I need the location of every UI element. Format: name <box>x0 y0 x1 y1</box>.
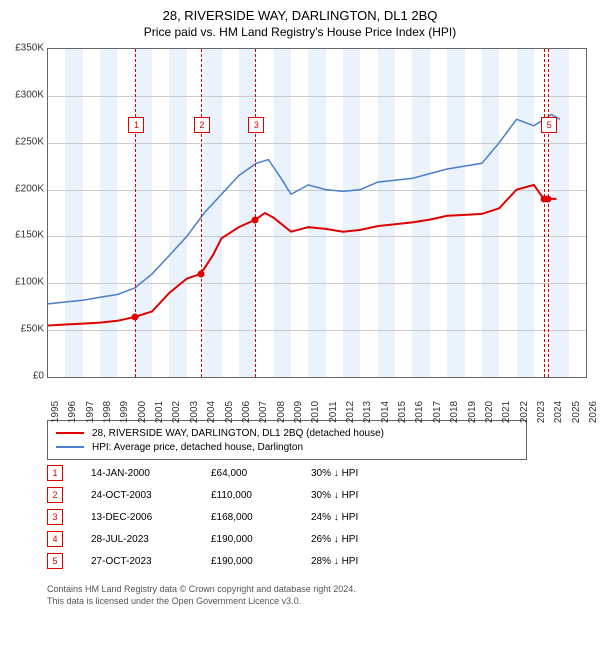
event-price: £168,000 <box>211 512 311 523</box>
x-tick-label: 1998 <box>102 401 113 423</box>
y-tick-label: £50K <box>21 324 44 335</box>
footer-attribution: Contains HM Land Registry data © Crown c… <box>47 583 356 607</box>
event-dot <box>197 270 204 277</box>
x-tick-label: 2002 <box>171 401 182 423</box>
legend-item: 28, RIVERSIDE WAY, DARLINGTON, DL1 2BQ (… <box>56 426 518 440</box>
event-marker-box: 3 <box>248 117 264 133</box>
x-tick-label: 2020 <box>484 401 495 423</box>
event-price: £190,000 <box>211 534 311 545</box>
chart-plot-area: 1 2 3 5 <box>47 48 587 378</box>
event-price: £110,000 <box>211 490 311 501</box>
y-tick-label: £300K <box>15 89 44 100</box>
chart-title: 28, RIVERSIDE WAY, DARLINGTON, DL1 2BQ <box>0 0 600 23</box>
x-tick-label: 1995 <box>50 401 61 423</box>
x-tick-label: 2019 <box>467 401 478 423</box>
event-hpi: 28% ↓ HPI <box>311 556 401 567</box>
x-tick-label: 2018 <box>449 401 460 423</box>
y-tick-label: £250K <box>15 136 44 147</box>
event-dot <box>252 216 259 223</box>
legend: 28, RIVERSIDE WAY, DARLINGTON, DL1 2BQ (… <box>47 420 527 460</box>
event-marker-box: 5 <box>541 117 557 133</box>
x-tick-label: 2006 <box>241 401 252 423</box>
x-tick-label: 2008 <box>276 401 287 423</box>
event-hpi: 26% ↓ HPI <box>311 534 401 545</box>
event-marker-box: 1 <box>128 117 144 133</box>
chart-subtitle: Price paid vs. HM Land Registry's House … <box>0 23 600 39</box>
x-tick-label: 2024 <box>553 401 564 423</box>
x-tick-label: 2007 <box>258 401 269 423</box>
x-tick-label: 2022 <box>519 401 530 423</box>
x-tick-label: 2009 <box>293 401 304 423</box>
event-number-box: 5 <box>47 553 63 569</box>
event-row: 1 14-JAN-2000£64,00030% ↓ HPI <box>47 462 401 484</box>
event-row: 2 24-OCT-2003£110,00030% ↓ HPI <box>47 484 401 506</box>
event-hpi: 30% ↓ HPI <box>311 468 401 479</box>
event-row: 3 13-DEC-2006£168,00024% ↓ HPI <box>47 506 401 528</box>
series-line <box>48 185 557 326</box>
x-tick-label: 2026 <box>588 401 599 423</box>
x-tick-label: 2005 <box>224 401 235 423</box>
x-tick-label: 2003 <box>189 401 200 423</box>
event-number-box: 1 <box>47 465 63 481</box>
x-tick-label: 2004 <box>206 401 217 423</box>
x-tick-label: 2025 <box>571 401 582 423</box>
event-row: 4 28-JUL-2023£190,00026% ↓ HPI <box>47 528 401 550</box>
event-dot <box>545 195 552 202</box>
events-table: 1 14-JAN-2000£64,00030% ↓ HPI 2 24-OCT-2003… <box>47 462 401 572</box>
event-hpi: 30% ↓ HPI <box>311 490 401 501</box>
event-number-box: 4 <box>47 531 63 547</box>
legend-item: HPI: Average price, detached house, Darl… <box>56 440 518 454</box>
event-hpi: 24% ↓ HPI <box>311 512 401 523</box>
event-marker-box: 2 <box>194 117 210 133</box>
event-date: 27-OCT-2023 <box>91 556 211 567</box>
event-date: 13-DEC-2006 <box>91 512 211 523</box>
x-tick-label: 2023 <box>536 401 547 423</box>
event-date: 24-OCT-2003 <box>91 490 211 501</box>
event-dot <box>132 314 139 321</box>
event-date: 14-JAN-2000 <box>91 468 211 479</box>
x-tick-label: 2011 <box>328 401 339 423</box>
event-number-box: 2 <box>47 487 63 503</box>
y-tick-label: £100K <box>15 277 44 288</box>
x-tick-label: 2015 <box>397 401 408 423</box>
x-tick-label: 2017 <box>432 401 443 423</box>
series-line <box>48 115 560 304</box>
y-tick-label: £200K <box>15 183 44 194</box>
x-tick-label: 1996 <box>67 401 78 423</box>
x-tick-label: 2014 <box>380 401 391 423</box>
y-tick-label: £350K <box>15 43 44 54</box>
x-tick-label: 1999 <box>119 401 130 423</box>
x-tick-label: 2016 <box>414 401 425 423</box>
x-tick-label: 2001 <box>154 401 165 423</box>
x-tick-label: 1997 <box>85 401 96 423</box>
event-price: £190,000 <box>211 556 311 567</box>
event-date: 28-JUL-2023 <box>91 534 211 545</box>
x-tick-label: 2010 <box>310 401 321 423</box>
event-price: £64,000 <box>211 468 311 479</box>
x-tick-label: 2000 <box>137 401 148 423</box>
footer-line: Contains HM Land Registry data © Crown c… <box>47 583 356 595</box>
x-tick-label: 2013 <box>362 401 373 423</box>
x-tick-label: 2021 <box>501 401 512 423</box>
x-tick-label: 2012 <box>345 401 356 423</box>
footer-line: This data is licensed under the Open Gov… <box>47 595 356 607</box>
event-row: 5 27-OCT-2023£190,00028% ↓ HPI <box>47 550 401 572</box>
event-number-box: 3 <box>47 509 63 525</box>
y-tick-label: £150K <box>15 230 44 241</box>
y-tick-label: £0 <box>33 371 44 382</box>
